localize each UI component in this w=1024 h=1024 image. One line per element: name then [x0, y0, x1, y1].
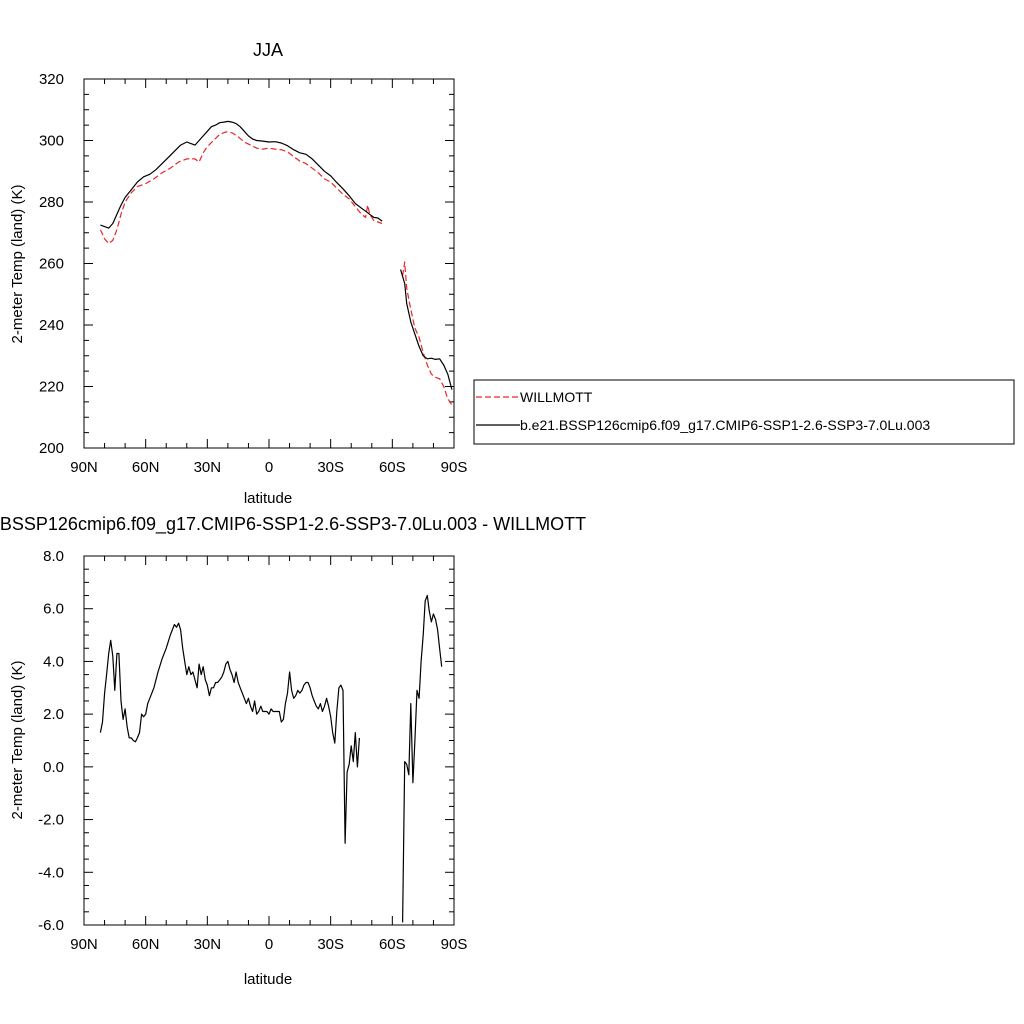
top-x-axis-label: latitude [244, 490, 292, 507]
bottom-x-axis-label: latitude [244, 971, 292, 988]
bottom-frame [83, 555, 455, 926]
bottom-x-tick-label: 60N [132, 936, 160, 953]
top-y-tick-label: 220 [39, 379, 64, 396]
top-series-1-line-segment-1 [400, 269, 453, 390]
bottom-x-tick-label: 0 [265, 936, 273, 953]
bottom-x-tick-label: 90N [70, 936, 98, 953]
legend-label-model: b.e21.BSSP126cmip6.f09_g17.CMIP6-SSP1-2.… [520, 417, 930, 433]
top-series-1-line-segment-0 [100, 120, 383, 229]
legend: WILLMOTT b.e21.BSSP126cmip6.f09_g17.CMIP… [473, 379, 1015, 445]
top-x-tick-label: 60N [132, 459, 160, 476]
top-chart-title: JJA [253, 40, 283, 60]
bottom-y-tick-label: 6.0 [43, 601, 64, 618]
bottom-chart-title: b.e21.BSSP126cmip6.f09_g17.CMIP6-SSP1-2.… [0, 514, 586, 535]
top-x-tick-label: 60S [379, 459, 406, 476]
bottom-y-tick-label: 2.0 [43, 706, 64, 723]
top-x-tick-label: 0 [265, 459, 273, 476]
top-x-tick-label: 90N [70, 459, 98, 476]
top-x-tick-label: 30N [194, 459, 222, 476]
bottom-y-tick-label: -2.0 [38, 812, 64, 829]
top-y-tick-label: 260 [39, 256, 64, 273]
top-x-tick-label: 90S [441, 459, 468, 476]
bottom-y-tick-label: -6.0 [38, 917, 64, 934]
bottom-x-tick-label: 60S [379, 936, 406, 953]
top-chart: JJA 90N 60N 30N 0 30S 60S 90S 200 220 240 260 280 30… [9, 40, 467, 507]
bottom-series-0-line-segment-1 [402, 594, 443, 923]
bottom-x-tick-label: 30S [317, 936, 344, 953]
bottom-x-tick-label: 90S [441, 936, 468, 953]
top-plot-area: 90N 60N 30N 0 30S 60S 90S 200 220 240 260 280 300 320 [39, 71, 467, 476]
top-y-tick-label: 320 [39, 71, 64, 88]
top-y-tick-label: 200 [39, 440, 64, 457]
bottom-y-tick-label: 4.0 [43, 653, 64, 670]
bottom-y-tick-label: 0.0 [43, 759, 64, 776]
top-y-tick-label: 300 [39, 133, 64, 150]
top-series-0-line-segment-1 [402, 261, 453, 406]
bottom-chart: b.e21.BSSP126cmip6.f09_g17.CMIP6-SSP1-2.… [0, 514, 586, 988]
bottom-y-tick-label: 8.0 [43, 548, 64, 565]
bottom-plot-area: 90N 60N 30N 0 30S 60S 90S -6.0 -4.0 -2.0 0.0 2.0 4.0… [38, 548, 467, 953]
legend-label-willmott: WILLMOTT [520, 389, 593, 405]
top-y-tick-label: 240 [39, 317, 64, 334]
top-y-axis-label: 2-meter Temp (land) (K) [9, 185, 26, 344]
top-frame [83, 78, 455, 449]
top-series-0-line-segment-0 [99, 131, 383, 245]
top-x-tick-label: 30S [317, 459, 344, 476]
bottom-y-axis-label: 2-meter Temp (land) (K) [9, 661, 26, 820]
bottom-series-0-line-segment-0 [99, 622, 360, 844]
top-y-tick-label: 280 [39, 194, 64, 211]
legend-box [473, 379, 1015, 445]
bottom-y-tick-label: -4.0 [38, 864, 64, 881]
bottom-x-tick-label: 30N [194, 936, 222, 953]
